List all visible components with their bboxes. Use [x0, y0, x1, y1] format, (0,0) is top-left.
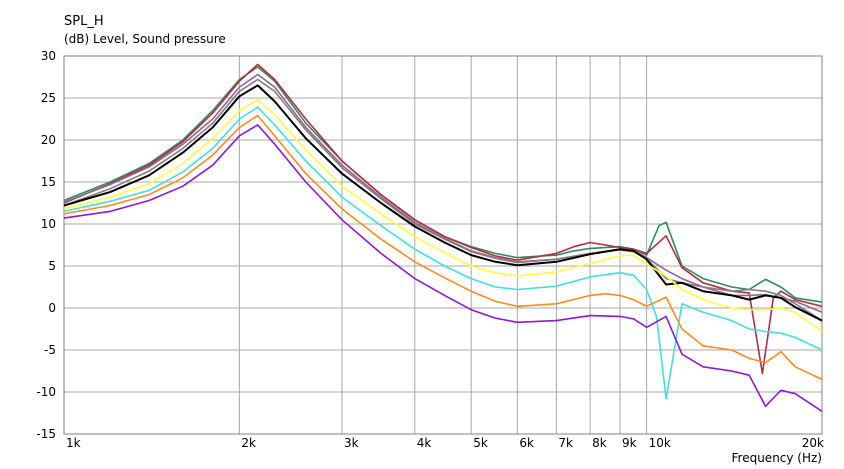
x-tick-label: 20k [802, 436, 824, 450]
x-tick-label: 4k [417, 436, 432, 450]
x-tick-label: 10k [649, 436, 671, 450]
y-tick-label: 15 [41, 175, 56, 189]
x-tick-label: 9k [622, 436, 637, 450]
x-tick-label: 5k [473, 436, 488, 450]
y-tick-label: -10 [36, 385, 56, 399]
y-tick-label: 30 [41, 49, 56, 63]
series-line-1 [63, 66, 823, 303]
series-line-5 [63, 84, 823, 322]
y-tick-label: 25 [41, 91, 56, 105]
y-axis-label: (dB) Level, Sound pressure [64, 32, 226, 46]
x-tick-label: 8k [592, 436, 607, 450]
x-tick-label: 7k [558, 436, 573, 450]
series-line-9 [63, 124, 823, 412]
x-tick-label: 2k [241, 436, 256, 450]
y-tick-label: -15 [36, 427, 56, 441]
x-tick-label: 3k [344, 436, 359, 450]
x-tick-label: 6k [519, 436, 534, 450]
plot-frame [63, 55, 823, 435]
y-tick-label: 20 [41, 133, 56, 147]
series-line-8 [63, 114, 823, 381]
y-tick-label: 5 [48, 259, 56, 273]
series-line-7 [63, 106, 823, 400]
series-line-2 [63, 63, 823, 375]
y-tick-label: -5 [44, 343, 56, 357]
series-line-6 [63, 98, 823, 333]
x-axis-label: Frequency (Hz) [731, 451, 823, 465]
y-tick-label: 10 [41, 217, 56, 231]
chart-title: SPL_H [64, 14, 104, 29]
x-tick-label: 1k [66, 436, 81, 450]
y-tick-label: 0 [48, 301, 56, 315]
series-line-4 [63, 78, 823, 322]
